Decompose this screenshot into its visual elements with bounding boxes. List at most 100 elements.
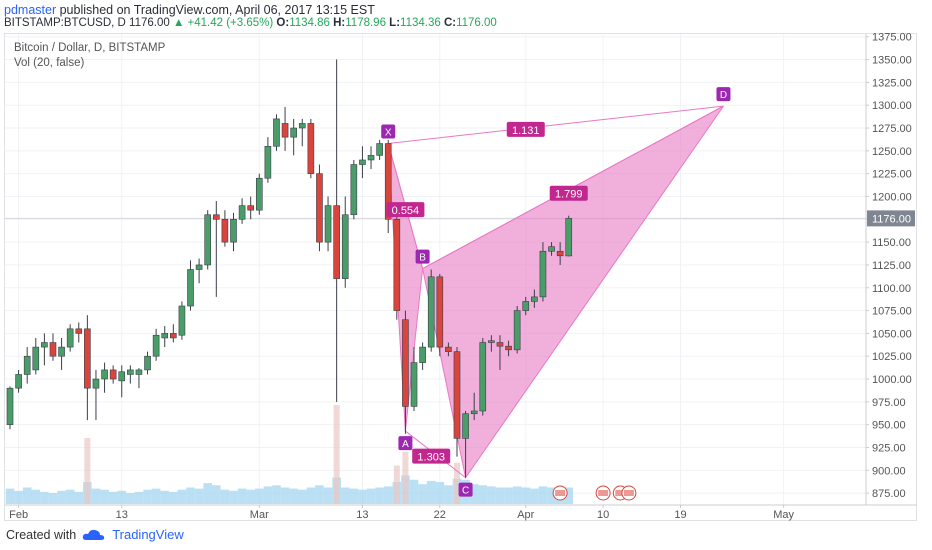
candle-body [144,355,151,371]
pattern-ratio-badge [412,448,451,464]
open-label: O: [276,17,290,29]
volume-bar [280,487,290,504]
ohlc-line: BITSTAMP:BTCUSD, D 1176.00 ▲ +41.42 (+3.… [4,17,497,29]
candle-body [402,319,409,407]
candle-body [531,296,538,302]
candle-body [453,351,461,439]
pattern-ratio-badge [386,202,425,218]
volume-bar [349,488,359,504]
candle-body [384,143,392,220]
volume-bar [177,489,187,504]
price-axis-label: 1325.00 [872,77,912,89]
candle-body [221,218,229,243]
close-value: 1176.00 [456,17,497,29]
volume-bar [435,482,445,504]
volume-bar [426,480,436,504]
pattern-point-badge [381,124,396,139]
price-axis-label: 1350.00 [872,55,912,67]
volume-bar [315,485,324,504]
pattern-point-label: X [385,128,392,139]
pattern-point-label: C [462,486,469,497]
volume-bar [512,486,522,504]
candle-body [118,371,126,382]
candle-body [556,250,564,257]
volume-bar [521,487,531,504]
time-axis-label: 13 [356,509,368,521]
pattern-point-badge [398,436,413,451]
candle-body [109,369,117,380]
price-axis-label: 1000.00 [872,374,912,386]
candle-body [238,205,246,220]
candle-body [230,218,237,243]
high-value: 1178.96 [345,17,386,29]
volume-bar [469,484,479,504]
volume-bar [57,490,66,504]
candle-body [548,246,555,252]
volume-spike-bar [393,465,400,504]
candle-body [23,355,31,375]
candle-body [75,328,83,334]
volume-bar [126,493,135,504]
pattern-ratio-label: 1.303 [417,452,445,464]
high-label: H: [333,17,346,29]
volume-bar [194,488,204,504]
candle-body [281,123,289,138]
volume-bar [383,486,393,504]
volume-bar [487,486,496,504]
pattern-point-badge [716,87,731,102]
volume-bar [358,489,367,504]
candle-body [127,369,134,375]
volume-legend: Vol (20, false) [14,57,85,69]
chart-frame [4,33,917,521]
pattern-ratio-badge [506,121,545,137]
volume-bar [564,487,574,504]
volume-bar [323,487,333,504]
candle-body [41,342,48,348]
symbol-label: BITSTAMP:BTCUSD, D [4,17,126,29]
candle-body [565,218,573,257]
candle-body [152,334,160,357]
published-text: published on TradingView.com, April 06, … [59,3,375,17]
volume-bar [366,488,376,504]
time-axis-label: Mar [250,509,269,521]
candle-body [350,164,358,216]
candle-body [212,214,220,220]
tradingview-logo-text[interactable]: TradingView [112,527,184,542]
candle-body [187,269,194,307]
volume-bar [14,490,23,504]
volume-bar [108,491,118,504]
volume-bar [340,487,350,504]
price-axis-label: 1050.00 [872,328,912,340]
volume-spike-bar [84,438,91,504]
candle-body [101,369,108,380]
volume-bar [48,493,58,504]
author-link[interactable]: pdmaster [4,3,57,17]
volume-bar [263,486,273,504]
volume-bar [100,489,109,504]
candle-body [505,345,512,351]
us-flag-stripes [555,490,566,496]
candle-body [264,145,272,179]
open-value: 1134.86 [289,17,330,29]
volume-bar [203,483,213,504]
candle-body [479,342,487,412]
volume-bar [169,491,178,504]
candle-body [410,362,418,407]
price-axis-label: 1200.00 [872,191,912,203]
pattern-ratio-label: 0.554 [392,205,420,217]
time-axis-label: 13 [116,509,128,521]
price-axis-label: 1025.00 [872,351,912,363]
volume-bar [134,491,144,504]
volume-bar [504,487,513,504]
price-axis-label: 1125.00 [872,260,911,272]
pattern-point-label: D [720,90,727,101]
pattern-point-badge [415,249,430,264]
last-price-tag-label: 1176.00 [872,213,911,225]
time-axis-label: May [773,509,794,521]
price-axis-label: 1375.00 [872,32,912,44]
price-axis-label: 1150.00 [872,237,911,249]
candle-body [393,218,401,311]
candle-body [66,328,74,348]
pattern-ratio-label: 1.131 [512,125,540,137]
